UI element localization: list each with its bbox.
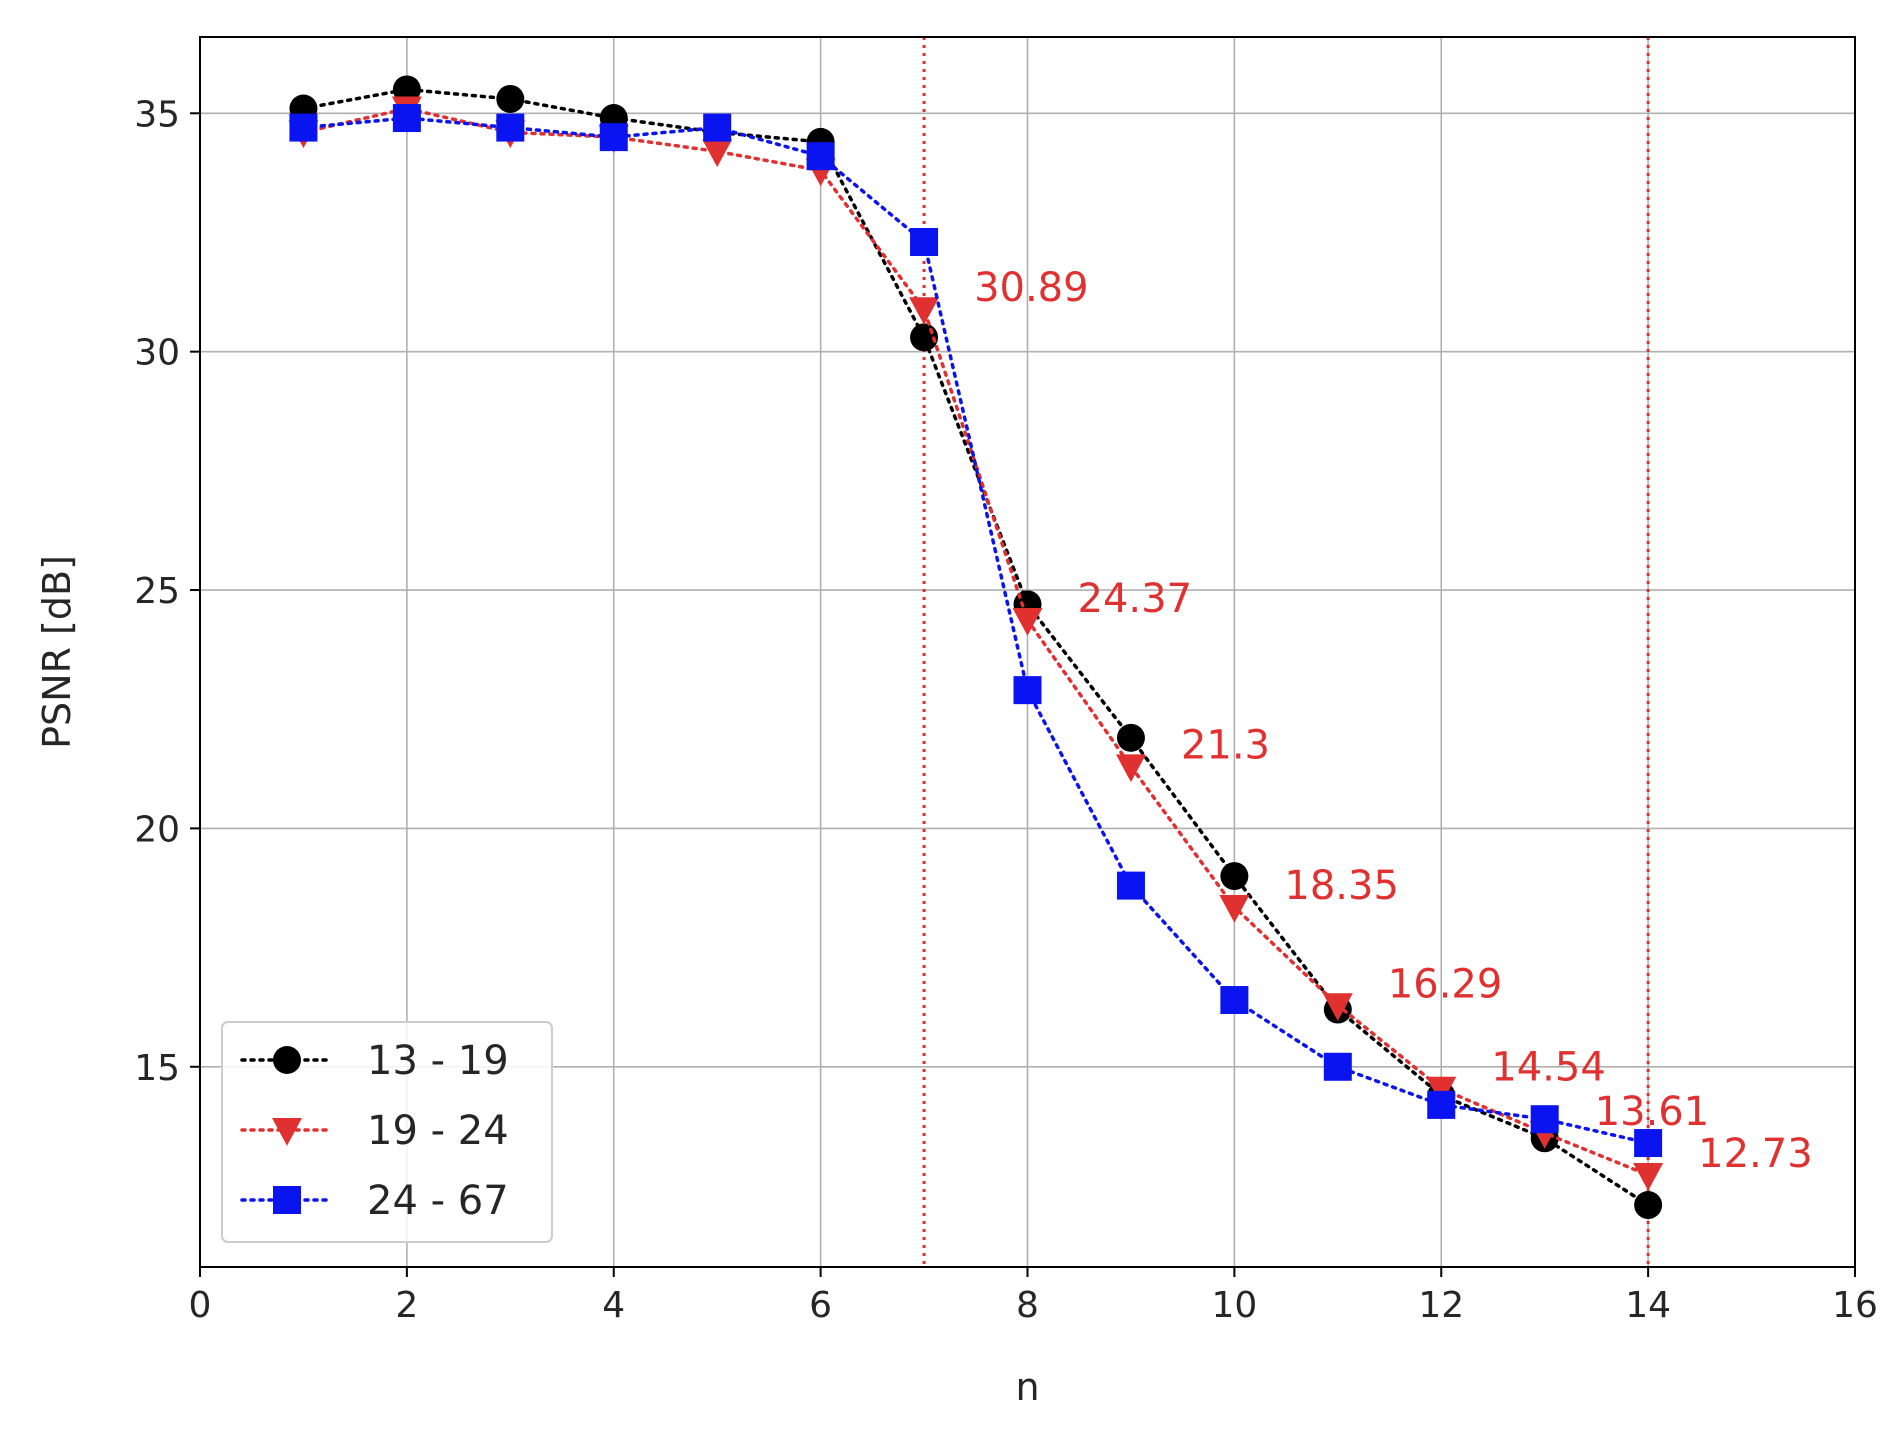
x-tick-label: 6 <box>809 1285 832 1326</box>
data-point <box>909 297 940 325</box>
series-layer <box>288 75 1664 1220</box>
data-point <box>496 113 525 142</box>
data-point <box>1219 895 1250 923</box>
data-point <box>496 84 525 113</box>
legend-label: 13 - 19 <box>367 1038 509 1084</box>
data-point <box>599 123 628 152</box>
legend-item: 13 - 19 <box>240 1038 509 1084</box>
legend-label: 19 - 24 <box>367 1108 509 1154</box>
series-line <box>301 87 1650 1207</box>
data-label: 30.89 <box>974 265 1089 311</box>
data-point <box>392 75 421 104</box>
data-point <box>1220 986 1249 1015</box>
data-point <box>1013 676 1042 705</box>
data-label: 13.61 <box>1595 1089 1710 1135</box>
legend-item: 19 - 24 <box>240 1108 509 1154</box>
data-point <box>1633 1162 1664 1191</box>
series-line <box>301 116 1650 1145</box>
series-2 <box>289 104 1663 1158</box>
data-point <box>1323 1052 1352 1081</box>
data-point <box>1220 862 1249 891</box>
data-point <box>1116 723 1145 752</box>
data-point <box>1634 1129 1663 1158</box>
data-point <box>1634 1191 1663 1220</box>
legend-marker <box>273 1046 301 1074</box>
data-label: 14.54 <box>1491 1045 1606 1091</box>
data-label: 18.35 <box>1284 863 1399 909</box>
x-tick-label: 4 <box>602 1285 625 1326</box>
data-point <box>392 104 421 133</box>
vertical-lines-layer <box>922 37 1650 1267</box>
legend: 13 - 19 19 - 24 24 - 67 <box>221 1021 553 1243</box>
x-tick-label: 8 <box>1016 1285 1039 1326</box>
data-label: 24.37 <box>1078 576 1193 622</box>
data-point <box>1427 1090 1456 1119</box>
x-tick-label: 0 <box>189 1285 212 1326</box>
y-tick-label: 15 <box>134 1048 180 1089</box>
data-point <box>289 113 318 142</box>
legend-marker <box>272 1118 302 1146</box>
data-point <box>702 139 733 168</box>
data-point <box>1530 1105 1559 1134</box>
x-axis-title: n <box>1015 1365 1039 1409</box>
y-tick-label: 20 <box>134 809 180 850</box>
y-tick-label: 35 <box>134 94 180 135</box>
x-tick-label: 16 <box>1832 1285 1878 1326</box>
axes-layer: 0 2 4 6 8 10 12 14 16 15 20 25 30 35 <box>134 36 1878 1326</box>
data-label: 21.3 <box>1181 722 1270 768</box>
x-tick-label: 12 <box>1418 1285 1464 1326</box>
data-point <box>1116 871 1145 900</box>
legend-marker <box>273 1186 301 1214</box>
y-tick-label: 30 <box>134 333 180 374</box>
data-point <box>806 142 835 171</box>
data-point <box>703 113 732 142</box>
x-tick-label: 14 <box>1625 1285 1671 1326</box>
x-tick-label: 10 <box>1211 1285 1257 1326</box>
legend-label: 24 - 67 <box>367 1178 509 1224</box>
data-point <box>1115 754 1146 783</box>
data-label: 16.29 <box>1388 961 1503 1007</box>
data-point <box>1012 608 1043 636</box>
data-label: 12.73 <box>1698 1131 1813 1177</box>
y-axis-title: PSNR [dB] <box>35 555 79 749</box>
grid-layer <box>199 37 1856 1267</box>
legend-item: 24 - 67 <box>240 1178 509 1224</box>
data-point <box>1322 993 1353 1022</box>
y-tick-label: 25 <box>134 571 180 612</box>
legend-box <box>221 1021 553 1243</box>
data-point <box>1426 1076 1457 1105</box>
data-point <box>910 228 939 256</box>
x-tick-label: 2 <box>395 1285 418 1326</box>
